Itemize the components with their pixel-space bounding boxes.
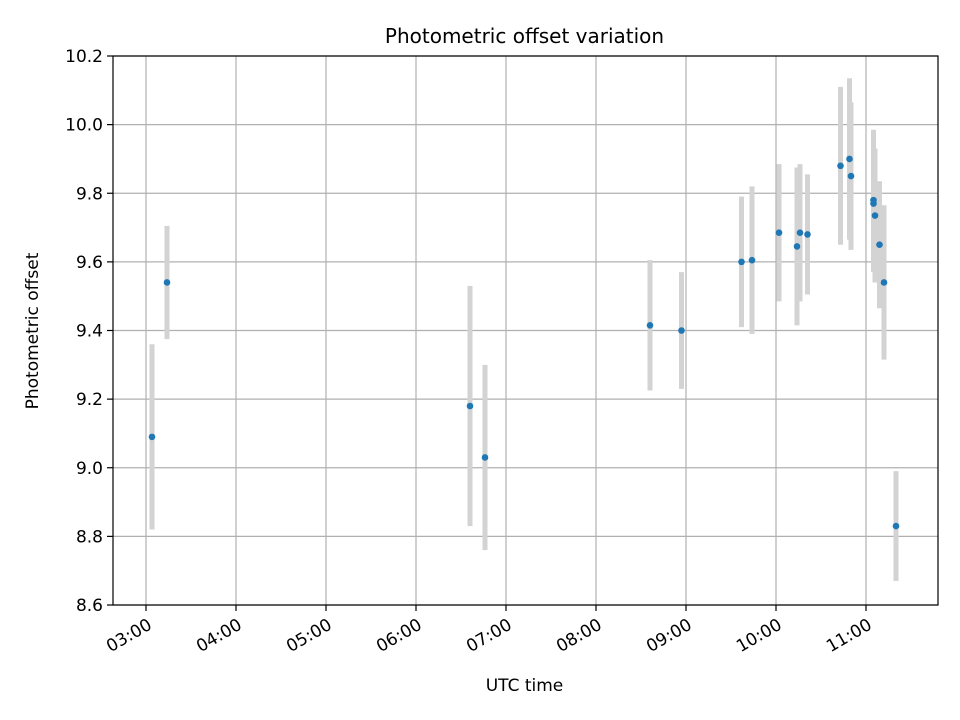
x-axis-label: UTC time (486, 676, 564, 696)
data-point (870, 200, 877, 207)
data-point (892, 522, 900, 530)
data-point (804, 231, 811, 238)
y-axis-label: Photometric offset (23, 252, 43, 409)
data-point (837, 162, 844, 170)
data-point (678, 327, 685, 334)
data-point (738, 258, 745, 266)
y-tick-label: 9.0 (76, 459, 103, 479)
data-point (481, 454, 489, 461)
y-tick-label: 10.0 (65, 116, 103, 136)
data-point (748, 256, 756, 264)
data-point (847, 172, 855, 180)
data-point (148, 433, 156, 441)
chart-title: Photometric offset variation (385, 24, 664, 48)
data-point (775, 229, 783, 237)
data-point (646, 322, 654, 329)
data-point (871, 212, 879, 219)
data-point (796, 229, 804, 237)
marker-layer (148, 155, 900, 530)
y-tick-label: 9.8 (76, 184, 103, 204)
data-point (466, 402, 474, 410)
y-tick-label: 9.2 (76, 390, 103, 410)
y-tick-label: 8.8 (76, 527, 103, 547)
y-tick-label: 9.6 (76, 253, 103, 273)
data-point (846, 155, 853, 163)
data-point (876, 241, 883, 249)
data-point (793, 243, 801, 250)
y-tick-label: 10.2 (65, 47, 103, 67)
data-point (880, 279, 888, 286)
data-point (163, 279, 171, 286)
y-tick-label: 9.4 (76, 322, 103, 342)
y-tick-label: 8.6 (76, 596, 103, 616)
